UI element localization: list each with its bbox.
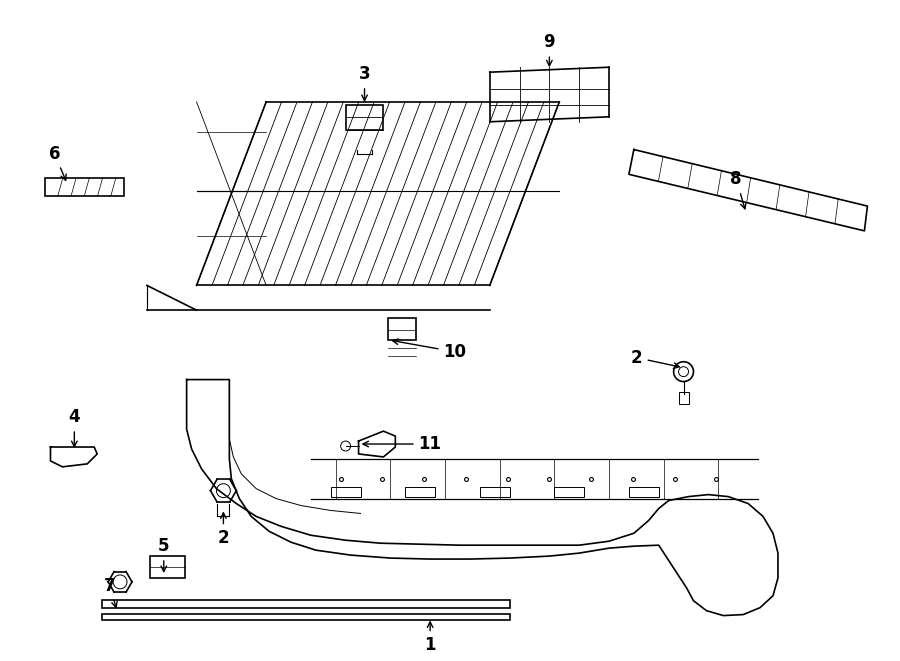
Text: 3: 3 (359, 65, 370, 100)
Bar (103, 600, 509, 607)
Bar (554, 486, 584, 496)
Text: 2: 2 (631, 349, 680, 368)
Text: 10: 10 (392, 339, 466, 361)
Bar (405, 486, 435, 496)
Bar (346, 105, 383, 130)
Text: 4: 4 (68, 408, 80, 447)
Text: 1: 1 (425, 622, 436, 654)
Bar (150, 556, 184, 578)
Text: 2: 2 (218, 513, 230, 547)
Text: 6: 6 (49, 145, 66, 180)
Bar (389, 318, 416, 340)
Bar (480, 486, 509, 496)
Text: 11: 11 (363, 435, 442, 453)
Bar (103, 613, 509, 619)
Bar (44, 178, 124, 196)
Text: 8: 8 (731, 171, 746, 209)
Bar (330, 486, 361, 496)
Text: 7: 7 (104, 577, 117, 607)
Text: 5: 5 (158, 537, 169, 572)
Bar (629, 486, 659, 496)
Bar (679, 393, 688, 405)
Text: 9: 9 (544, 34, 555, 66)
